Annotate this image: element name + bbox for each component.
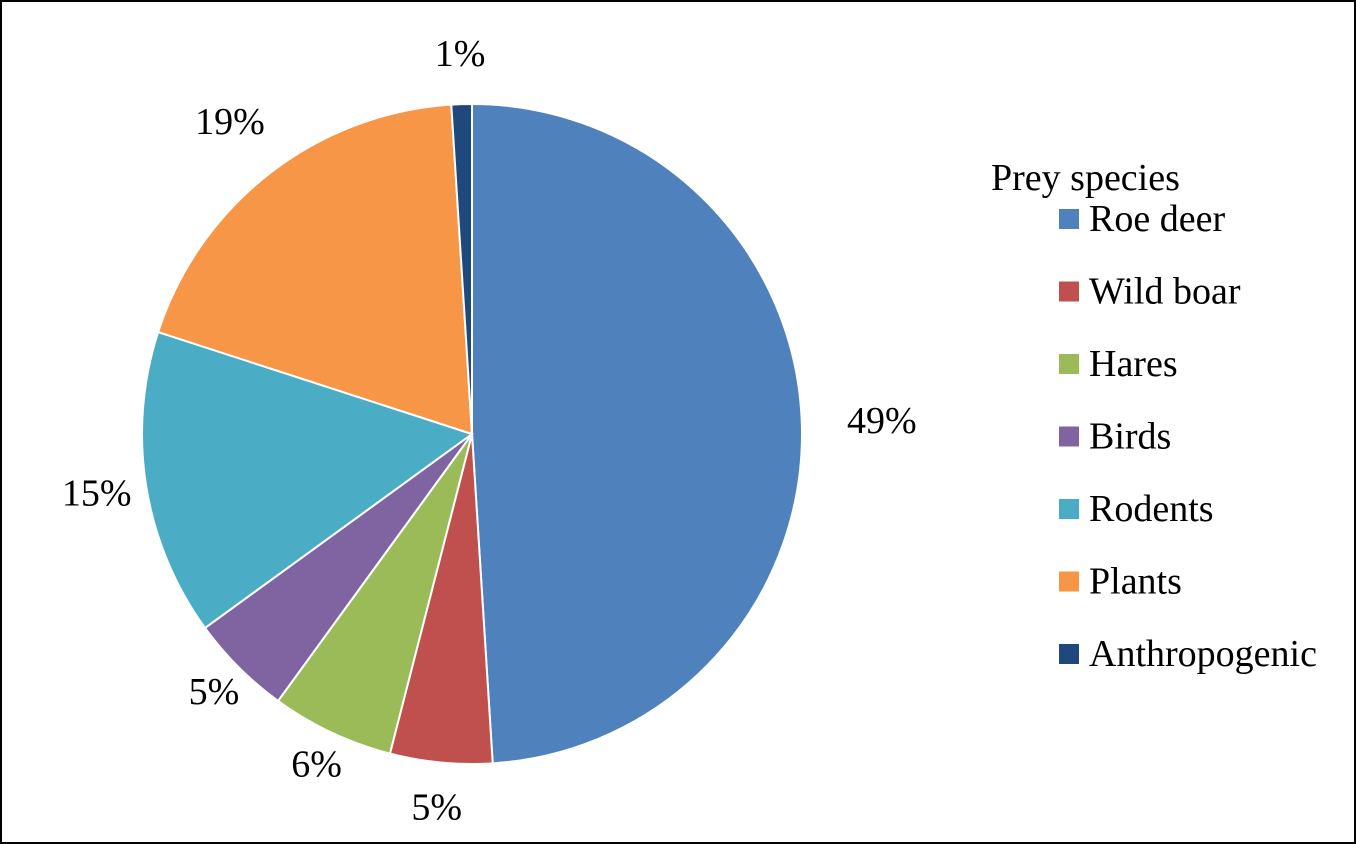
data-label-hares: 6% [291,743,342,785]
legend-label-rodents: Rodents [1089,488,1214,530]
pie-slice-hares [276,433,473,755]
data-label-plants: 19% [195,101,265,143]
legend-label-birds: Birds [1089,416,1171,458]
pie-slice-plants [156,103,474,436]
legend-swatch-anthropogenic [1059,644,1079,664]
legend-swatch-roe-deer [1059,209,1079,229]
legend-swatch-birds [1059,426,1079,447]
legend-label-roe-deer: Roe deer [1089,198,1225,240]
legend: Prey species Roe deer Wild boar Hares Birds… [991,157,1317,675]
data-label-rodents: 15% [62,472,132,514]
data-labels: 49% 5% 6% 5% 15% 19% 1% [62,33,917,828]
legend-swatch-plants [1059,571,1079,592]
legend-title: Prey species [991,157,1180,199]
data-label-wild-boar: 5% [411,786,462,828]
data-label-anthropogenic: 1% [435,33,486,75]
legend-label-hares: Hares [1089,343,1178,385]
data-label-birds: 5% [189,671,240,713]
pie-slice-rodents [140,330,475,630]
legend-swatch-rodents [1059,499,1079,519]
pie-slices [140,102,803,765]
legend-swatch-wild-boar [1059,281,1079,302]
legend-label-plants: Plants [1089,561,1182,603]
legend-label-anthropogenic: Anthropogenic [1089,633,1317,675]
pie-slice-roe-deer [471,102,803,765]
data-label-roe-deer: 49% [847,400,917,442]
legend-label-wild-boar: Wild boar [1089,271,1241,313]
pie-slice-anthropogenic [450,102,473,435]
legend-swatch-hares [1059,354,1079,374]
